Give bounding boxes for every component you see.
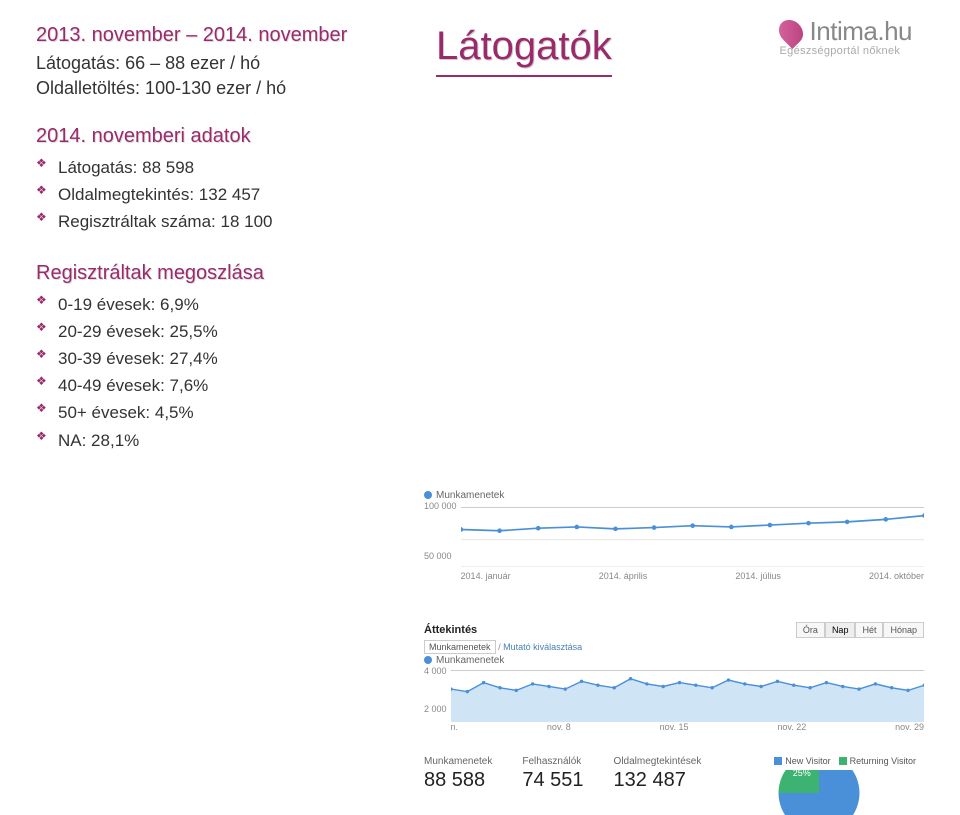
metric: Oldalmegtekintések132 487: [614, 756, 702, 792]
list-item: Látogatás: 88 598: [36, 154, 436, 181]
reg-split-heading: Regisztráltak megoszlása: [36, 262, 436, 285]
chart1-legend: Munkamenetek: [436, 490, 504, 501]
metric: Felhasználók74 551: [522, 756, 583, 792]
list-item: 20-29 évesek: 25,5%: [36, 318, 436, 345]
period-visits: Látogatás: 66 – 88 ezer / hó: [36, 53, 436, 74]
list-item: NA: 28,1%: [36, 427, 436, 454]
chart2-ylabel-1: 2 000: [424, 704, 447, 714]
overview-range-button[interactable]: Óra: [796, 622, 825, 638]
list-item: 0-19 évesek: 6,9%: [36, 291, 436, 318]
overview-range-button[interactable]: Nap: [825, 622, 856, 638]
brand-logo: Intima.hu Egészségportál nőknek: [780, 16, 912, 57]
nov-heading: 2014. novemberi adatok: [36, 125, 436, 148]
overview-selector-2[interactable]: Mutató kiválasztása: [503, 642, 582, 652]
list-item: Oldalmegtekintés: 132 457: [36, 181, 436, 208]
legend-dot-icon: [424, 656, 432, 664]
logo-tagline: Egészségportál nőknek: [780, 45, 912, 57]
svg-text:25%: 25%: [793, 770, 811, 778]
nov-data-list: Látogatás: 88 598Oldalmegtekintés: 132 4…: [36, 154, 436, 236]
chart2-legend: Munkamenetek: [436, 655, 504, 666]
chart1-ylabel-0: 100 000: [424, 501, 457, 511]
list-item: Regisztráltak száma: 18 100: [36, 208, 436, 235]
logo-text: Intima.hu: [810, 16, 912, 47]
metrics-row: Munkamenetek88 588 Felhasználók74 551 Olda…: [424, 756, 924, 815]
metric: Munkamenetek88 588: [424, 756, 492, 792]
period-pageloads: Oldalletöltés: 100-130 ezer / hó: [36, 78, 436, 99]
overview-selector-1[interactable]: Munkamenetek: [424, 640, 496, 654]
reg-split-section: Regisztráltak megoszlása 0-19 évesek: 6,…: [36, 262, 436, 454]
list-item: 40-49 évesek: 7,6%: [36, 372, 436, 399]
yearly-chart: Munkamenetek 100 000 50 000 2014. január…: [424, 490, 924, 600]
period-section: 2013. november – 2014. november Látogatá…: [36, 24, 436, 99]
monthly-chart: Áttekintés ÓraNapHétHónap Munkamenetek /…: [424, 618, 924, 748]
visitor-pie-block: New VisitorReturning Visitor 25%: [774, 756, 924, 815]
chart1-ylabel-1: 50 000: [424, 551, 457, 561]
period-heading: 2013. november – 2014. november: [36, 24, 436, 47]
overview-range-button[interactable]: Hét: [855, 622, 883, 638]
reg-split-list: 0-19 évesek: 6,9%20-29 évesek: 25,5%30-3…: [36, 291, 436, 454]
logo-icon: [774, 15, 808, 49]
legend-dot-icon: [424, 491, 432, 499]
chart2-ylabel-0: 4 000: [424, 666, 447, 676]
list-item: 50+ évesek: 4,5%: [36, 399, 436, 426]
list-item: 30-39 évesek: 27,4%: [36, 345, 436, 372]
page-title: Látogatók: [436, 24, 612, 77]
overview-title: Áttekintés: [424, 624, 477, 636]
overview-range-button[interactable]: Hónap: [883, 622, 924, 638]
nov-data-section: 2014. novemberi adatok Látogatás: 88 598…: [36, 125, 436, 236]
